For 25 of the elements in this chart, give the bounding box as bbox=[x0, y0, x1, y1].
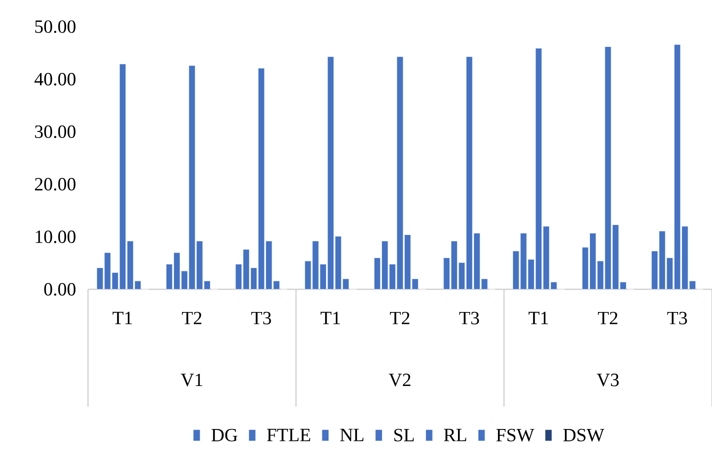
text: V3 bbox=[596, 374, 619, 386]
y-tick-label: 0.00 bbox=[44, 283, 76, 296]
text: V2 bbox=[388, 374, 410, 386]
x-tick-label: T2 bbox=[390, 312, 410, 324]
y-tick-label: 20.00 bbox=[34, 178, 76, 191]
x-tick-label: T3 bbox=[667, 312, 687, 325]
x-tick-label: T3 bbox=[459, 312, 479, 325]
x-tick-label: T1 bbox=[528, 312, 548, 324]
legend-label: DG bbox=[212, 429, 238, 442]
x-tick-label: T2 bbox=[182, 312, 202, 324]
legend-label: DSW bbox=[563, 429, 604, 442]
y-tick-label: 40.00 bbox=[34, 73, 76, 86]
legend-label: RL bbox=[444, 429, 466, 442]
legend-label: NL bbox=[340, 429, 364, 442]
x-tick-label: T1 bbox=[112, 312, 132, 324]
text: V1 bbox=[180, 374, 202, 386]
y-tick-label: 50.00 bbox=[35, 20, 76, 34]
y-tick-label: 10.00 bbox=[36, 230, 76, 244]
x-tick-label: T3 bbox=[251, 312, 271, 325]
legend-label: SL bbox=[394, 429, 414, 442]
legend-label: FSW bbox=[496, 429, 534, 442]
y-tick-label: 30.00 bbox=[35, 126, 76, 138]
legend-label: FTLE bbox=[267, 429, 310, 442]
x-tick-label: T2 bbox=[598, 312, 618, 324]
x-tick-label: T1 bbox=[320, 312, 340, 324]
